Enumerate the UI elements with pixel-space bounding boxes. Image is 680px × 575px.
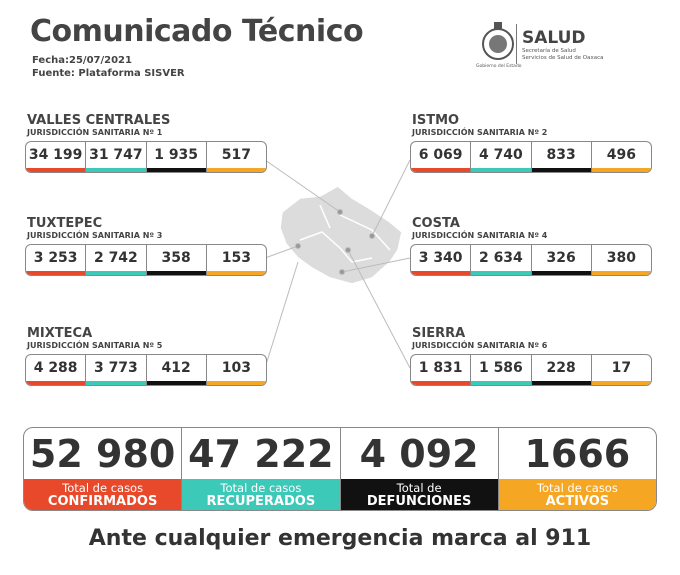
region-value: 833 [531,142,592,172]
region-value: 1 935 [146,142,207,172]
total-category: RECUPERADOS [206,494,316,509]
total-label-box: Total de casos RECUPERADOS [182,479,340,510]
region-box: 1 831 1 586 228 17 [410,354,652,386]
total-label: Total de casos [62,481,144,495]
region-value: 2 742 [86,245,147,275]
region-value: 380 [591,245,651,275]
region-value: 3 340 [411,245,472,275]
value-bar [411,271,471,275]
region-name: MIXTECA [27,326,93,341]
region-value: 3 773 [86,355,147,385]
value-bar [411,381,471,385]
value-bar [26,168,86,172]
region-value: 4 288 [26,355,87,385]
footer: Ante cualquier emergencia marca al 911 [88,526,592,551]
region-value: 34 199 [26,142,87,172]
logo-line: Secretaría de Salud [522,48,576,54]
region-value: 2 634 [471,245,532,275]
value-bar [26,381,86,385]
value-bar [531,381,591,385]
total-category: CONFIRMADOS [47,494,158,509]
value-bar [86,168,146,172]
region-name: COSTA [412,216,460,231]
region-value: 517 [206,142,266,172]
value-bar [471,271,531,275]
logo-name: SALUD [522,28,586,48]
value-bar [146,168,206,172]
region-name: ISTMO [412,113,460,128]
value-bar [531,271,591,275]
logo-line: Servicios de Salud de Oaxaca [522,55,604,61]
value-bar [26,271,86,275]
region-value: 6 069 [411,142,472,172]
total-category: ACTIVOS [545,494,610,509]
total-category: DEFUNCIONES [366,494,472,509]
logo-divider [516,24,517,64]
region-jurisdiction: JURISDICCIÓN SANITARIA Nº 1 [27,128,163,137]
region-value: 103 [206,355,266,385]
region-value: 228 [531,355,592,385]
total-label: Total de casos [536,481,618,495]
total-value: 52 980 [29,432,176,476]
value-bar [591,168,651,172]
total-label-box: Total de DEFUNCIONES [340,479,498,510]
logo-emblem [482,22,514,60]
region-box: 34 199 31 747 1 935 517 [25,141,267,173]
region-value: 326 [531,245,592,275]
region-box: 4 288 3 773 412 103 [25,354,267,386]
region-value: 412 [146,355,207,385]
region-box: 3 340 2 634 326 380 [410,244,652,276]
value-bar [86,381,146,385]
region-jurisdiction: JURISDICCIÓN SANITARIA Nº 6 [412,341,548,350]
region-box: 3 253 2 742 358 153 [25,244,267,276]
value-bar [411,168,471,172]
region-value: 1 831 [411,355,472,385]
total-label-box: Total de casos CONFIRMADOS [24,479,182,510]
value-bar [206,381,266,385]
value-bar [146,271,206,275]
totals: 52 980 Total de casos CONFIRMADOS 47 222 Tot… [23,427,657,511]
region-value: 31 747 [86,142,147,172]
region-value: 3 253 [26,245,87,275]
value-bar [146,381,206,385]
region-name: VALLES CENTRALES [27,113,171,128]
region-jurisdiction: JURISDICCIÓN SANITARIA Nº 4 [412,231,548,240]
region-jurisdiction: JURISDICCIÓN SANITARIA Nº 5 [27,341,163,350]
total-cell: 1666 Total de casos ACTIVOS [498,428,656,510]
map [264,159,411,369]
logo-government: Gobierno del Estado [476,64,522,69]
total-label-box: Total de casos ACTIVOS [498,479,656,510]
total-label: Total de [396,481,442,495]
region-value: 496 [591,142,651,172]
region-box: 6 069 4 740 833 496 [410,141,652,173]
value-bar [86,271,146,275]
source: Fuente: Plataforma SISVER [32,68,185,79]
region-value: 1 586 [471,355,532,385]
value-bar [531,168,591,172]
total-label: Total de casos [220,481,302,495]
region-value: 17 [591,355,651,385]
region-jurisdiction: JURISDICCIÓN SANITARIA Nº 2 [412,128,548,137]
total-value: 1666 [524,432,631,476]
value-bar [471,381,531,385]
value-bar [206,271,266,275]
total-value: 4 092 [359,432,479,476]
value-bar [591,271,651,275]
total-value: 47 222 [188,432,334,476]
value-bar [471,168,531,172]
value-bar [591,381,651,385]
region-value: 358 [146,245,207,275]
region-name: SIERRA [412,326,466,341]
value-bar [206,168,266,172]
date: Fecha:25/07/2021 [32,55,132,66]
region-value: 153 [206,245,266,275]
region-value: 4 740 [471,142,532,172]
total-cell: 47 222 Total de casos RECUPERADOS [182,428,341,510]
total-cell: 52 980 Total de casos CONFIRMADOS [24,428,183,510]
region-name: TUXTEPEC [27,216,103,231]
total-cell: 4 092 Total de DEFUNCIONES [340,428,499,510]
title: Comunicado Técnico [30,14,364,49]
region-jurisdiction: JURISDICCIÓN SANITARIA Nº 3 [27,231,163,240]
